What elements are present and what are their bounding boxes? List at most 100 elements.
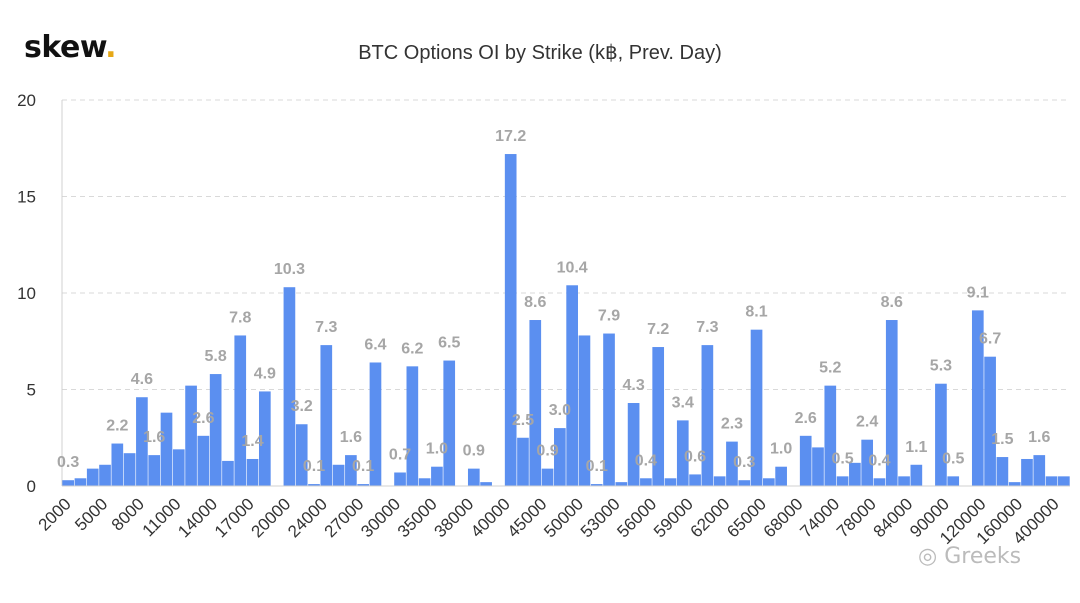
- x-tick-label: 14000: [174, 494, 221, 541]
- data-label: 6.4: [364, 336, 386, 353]
- bar: [308, 484, 320, 486]
- bar: [283, 287, 296, 486]
- bar: [812, 447, 824, 486]
- data-label: 1.0: [770, 441, 792, 458]
- bar: [345, 455, 357, 486]
- data-label: 2.3: [721, 416, 743, 433]
- data-label: 10.3: [274, 261, 305, 278]
- bar: [824, 385, 837, 486]
- x-tick-label: 40000: [467, 494, 514, 541]
- data-label: 3.0: [549, 402, 571, 419]
- bar: [898, 476, 910, 486]
- bar: [971, 310, 984, 486]
- data-label: 8.6: [524, 294, 546, 311]
- data-label: 0.4: [868, 452, 890, 469]
- wechat-icon: ◎: [918, 544, 938, 569]
- bar: [836, 476, 849, 486]
- bar: [369, 362, 382, 486]
- x-tick-label: 62000: [687, 494, 734, 541]
- bar: [873, 478, 886, 486]
- bar: [1021, 458, 1033, 486]
- data-label: 1.1: [905, 439, 927, 456]
- bar: [762, 478, 775, 486]
- data-label: 3.4: [672, 394, 694, 411]
- bar: [111, 443, 124, 486]
- bar: [1033, 455, 1046, 486]
- chart-title: BTC Options OI by Strike (k฿, Prev. Day): [358, 42, 722, 64]
- bar: [627, 403, 640, 486]
- bar: [578, 335, 591, 486]
- bar: [603, 333, 615, 486]
- data-label: 9.1: [967, 284, 989, 301]
- bar: [418, 478, 431, 486]
- greeks-watermark: ◎ Greeks: [918, 544, 1021, 569]
- data-label: 1.0: [426, 441, 448, 458]
- data-label: 0.1: [586, 458, 608, 475]
- data-label: 4.9: [254, 365, 276, 382]
- bar: [123, 453, 136, 486]
- bar: [996, 457, 1009, 486]
- bar: [136, 397, 148, 486]
- bar: [160, 412, 173, 486]
- x-tick-label: 78000: [833, 494, 880, 541]
- bar: [664, 478, 677, 486]
- bar: [750, 329, 763, 486]
- x-tick-label: 68000: [760, 494, 807, 541]
- x-tick-label: 56000: [613, 494, 660, 541]
- bar: [185, 385, 197, 486]
- bar: [861, 439, 874, 486]
- data-label: 0.7: [389, 446, 411, 463]
- bar: [86, 468, 99, 486]
- data-label: 17.2: [495, 128, 526, 145]
- x-tick-label: 45000: [504, 494, 551, 541]
- bar: [713, 476, 726, 486]
- bar: [566, 285, 578, 486]
- data-label: 7.8: [229, 309, 251, 326]
- y-tick-label: 10: [17, 284, 36, 303]
- data-label: 1.4: [241, 433, 263, 450]
- bar: [984, 356, 996, 486]
- data-label: 10.4: [557, 259, 588, 276]
- bar: [517, 437, 529, 486]
- y-tick-label: 20: [17, 91, 36, 110]
- bar: [1058, 476, 1070, 486]
- data-label: 4.3: [622, 377, 644, 394]
- bar: [99, 464, 111, 486]
- y-tick-label: 0: [27, 477, 36, 496]
- data-label: 0.6: [684, 448, 706, 465]
- data-label: 8.6: [881, 294, 903, 311]
- data-label: 3.2: [291, 398, 313, 415]
- bar: [406, 366, 419, 486]
- bar: [504, 154, 517, 487]
- data-label: 0.5: [942, 450, 964, 467]
- bar: [529, 320, 542, 486]
- x-tick-label: 50000: [540, 494, 587, 541]
- bar: [910, 464, 923, 486]
- data-label: 7.3: [315, 319, 337, 336]
- bar: [689, 474, 701, 486]
- data-label: 2.4: [856, 414, 878, 431]
- data-label: 7.9: [598, 308, 620, 325]
- bar: [738, 480, 751, 486]
- data-label: 5.2: [819, 360, 841, 377]
- data-label: 0.1: [303, 458, 325, 475]
- data-label: 6.7: [979, 331, 1001, 348]
- bar: [443, 360, 456, 486]
- x-tick-label: 11000: [139, 494, 185, 540]
- x-tick-label: 35000: [394, 494, 441, 541]
- bar: [172, 449, 185, 486]
- brand-dot: .: [105, 30, 117, 65]
- bar: [222, 460, 234, 486]
- bar: [947, 476, 960, 486]
- x-tick-label: 20000: [248, 494, 295, 541]
- data-label: 0.9: [536, 443, 558, 460]
- x-tick-label: 17000: [211, 494, 258, 541]
- data-label: 0.1: [352, 458, 374, 475]
- data-label: 1.6: [143, 429, 165, 446]
- y-tick-label: 15: [17, 188, 36, 207]
- bar: [541, 468, 554, 486]
- bar: [74, 478, 87, 486]
- data-label: 1.6: [1028, 429, 1050, 446]
- bar: [332, 464, 345, 486]
